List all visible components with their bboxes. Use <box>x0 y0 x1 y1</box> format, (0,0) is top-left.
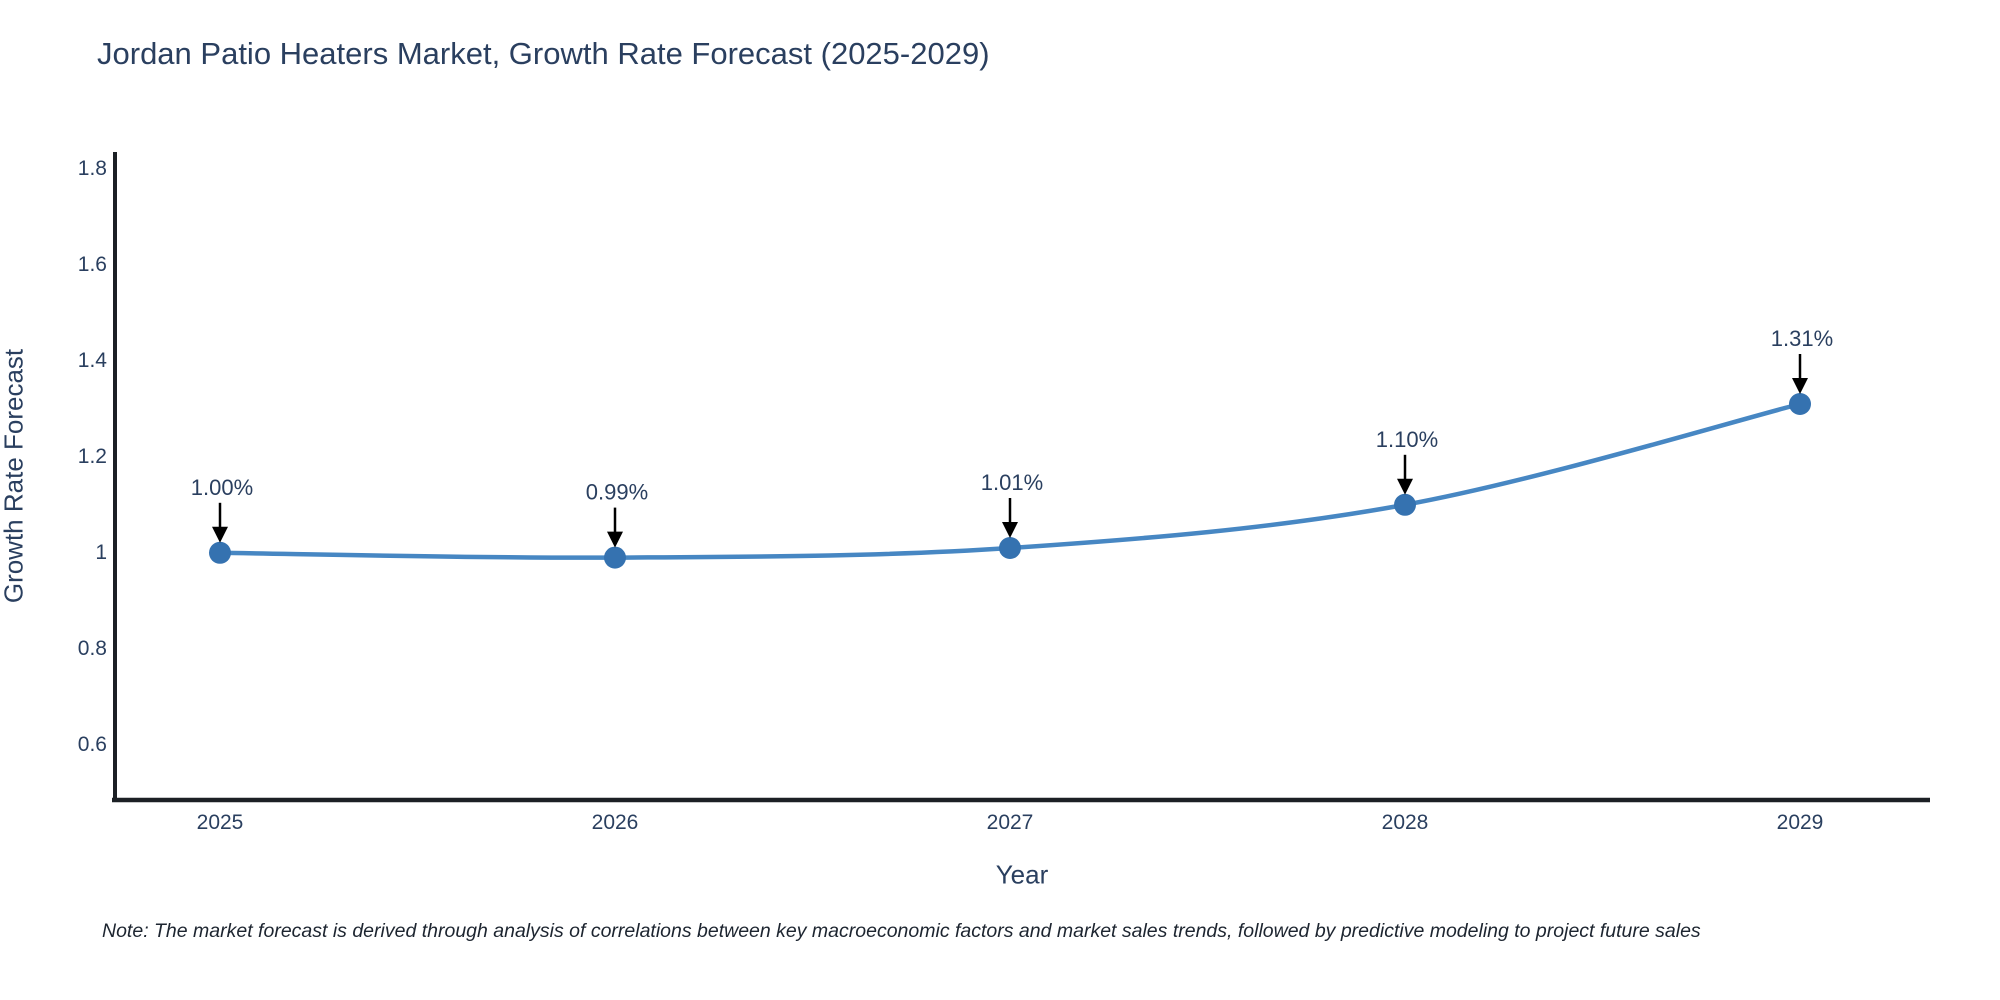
x-axis-title: Year <box>995 859 1049 890</box>
chart-note: Note: The market forecast is derived thr… <box>102 920 1701 942</box>
data-point-2026[interactable] <box>604 546 626 569</box>
point-value-label: 1.01% <box>981 470 1043 495</box>
y-tick-label: 0.6 <box>77 733 107 757</box>
annotation-arrowhead <box>607 531 623 548</box>
y-tick-label: 0.8 <box>77 637 107 661</box>
y-tick-label: 1 <box>95 541 107 565</box>
point-value-label: 0.99% <box>586 480 648 505</box>
x-tick-label: 2029 <box>1776 811 1824 834</box>
annotation-arrowhead <box>1792 378 1808 394</box>
y-tick-label: 1.6 <box>77 253 107 277</box>
y-tick-label: 1.8 <box>77 157 107 181</box>
x-tick-label: 2025 <box>196 811 244 834</box>
annotation-arrowhead <box>1002 522 1018 538</box>
x-tick-label: 2028 <box>1381 811 1429 834</box>
point-value-label: 1.10% <box>1376 427 1438 452</box>
y-tick-label: 1.2 <box>77 445 107 469</box>
point-value-label: 1.00% <box>191 475 253 500</box>
y-tick-label: 1.4 <box>77 349 107 373</box>
point-value-label: 1.31% <box>1771 326 1833 351</box>
data-point-2028[interactable] <box>1394 493 1416 516</box>
data-point-2025[interactable] <box>209 541 231 564</box>
data-point-2027[interactable] <box>999 537 1021 559</box>
data-point-2029[interactable] <box>1789 393 1811 415</box>
annotation-arrowhead <box>212 526 228 543</box>
x-tick-label: 2026 <box>591 811 639 834</box>
y-axis-title: Growth Rate Forecast <box>0 348 29 604</box>
x-tick-label: 2027 <box>986 811 1034 834</box>
chart-title: Jordan Patio Heaters Market, Growth Rate… <box>97 36 990 71</box>
annotation-arrowhead <box>1397 478 1413 495</box>
